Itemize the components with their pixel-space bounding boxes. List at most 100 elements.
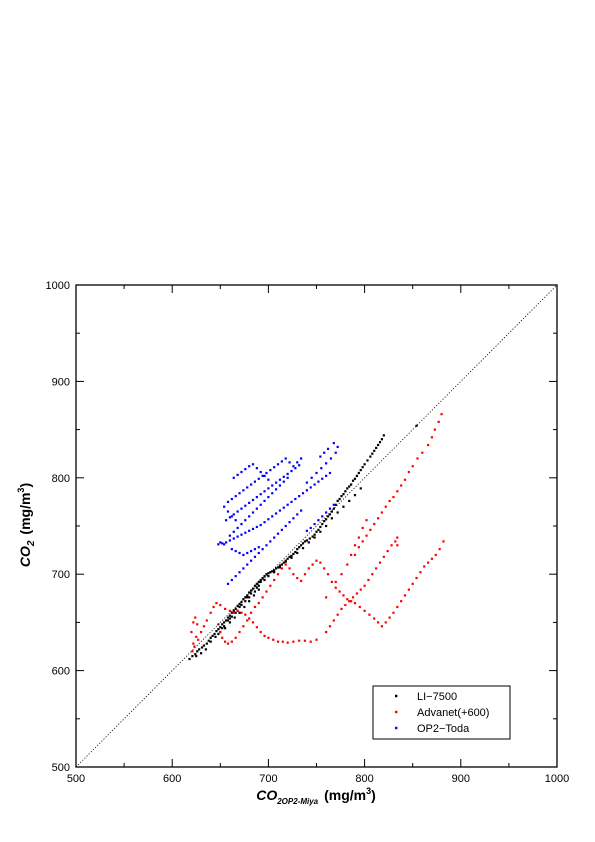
data-point — [196, 623, 199, 626]
data-point — [195, 635, 198, 638]
data-point — [326, 515, 330, 518]
data-point — [228, 621, 232, 624]
data-point — [232, 476, 235, 479]
data-point — [416, 457, 419, 460]
data-point — [214, 635, 217, 638]
data-point — [396, 490, 399, 493]
data-point — [303, 639, 307, 642]
data-point — [303, 540, 307, 543]
data-point — [257, 546, 260, 549]
data-point — [209, 611, 212, 614]
data-point — [238, 571, 241, 574]
data-point — [223, 543, 226, 546]
data-point — [209, 640, 212, 643]
data-point — [407, 470, 410, 474]
y-tick-label: 900 — [52, 376, 70, 388]
data-point — [336, 445, 339, 449]
data-point — [386, 549, 389, 553]
data-point — [292, 517, 295, 520]
data-point — [376, 621, 380, 624]
data-point — [273, 578, 276, 582]
data-point — [242, 598, 245, 601]
data-point — [307, 567, 310, 570]
data-point — [426, 561, 430, 564]
legend-label: LI−7500 — [417, 691, 457, 703]
data-point — [298, 639, 301, 642]
data-point — [246, 551, 249, 555]
data-point — [205, 642, 208, 645]
data-point — [308, 537, 311, 540]
data-point — [267, 495, 270, 499]
data-point — [248, 529, 251, 532]
data-point — [361, 466, 364, 469]
data-point — [313, 522, 316, 526]
data-point — [200, 646, 204, 649]
data-point — [230, 548, 233, 551]
data-point — [261, 548, 264, 551]
data-point — [348, 499, 351, 503]
data-point — [284, 524, 287, 528]
data-point — [197, 638, 200, 641]
data-point — [217, 632, 220, 636]
data-point — [394, 540, 397, 543]
data-point — [325, 511, 328, 514]
y-axis-label-close: ) — [17, 483, 33, 488]
data-point — [278, 484, 282, 487]
data-point — [311, 535, 314, 538]
data-point — [261, 474, 264, 477]
data-point — [396, 544, 399, 547]
data-point — [369, 455, 372, 458]
data-point — [188, 657, 191, 661]
one-to-one-reference-line — [75, 284, 558, 768]
data-point — [251, 527, 255, 530]
data-point — [230, 578, 233, 582]
data-point — [286, 557, 289, 560]
data-point — [191, 655, 194, 658]
data-point — [282, 561, 285, 564]
data-point — [320, 467, 323, 470]
data-point — [309, 486, 312, 489]
data-point — [255, 525, 258, 529]
legend-label: Advanet(+600) — [417, 707, 489, 719]
data-point — [421, 451, 424, 454]
data-point — [255, 586, 258, 589]
data-point — [371, 573, 374, 576]
data-point — [298, 464, 301, 467]
data-point — [267, 487, 270, 490]
data-point — [272, 638, 275, 641]
data-point — [388, 499, 391, 503]
data-point — [240, 507, 243, 510]
x-axis-label: CO2OP2-Miya (mg/m3) — [256, 786, 376, 806]
data-point — [288, 567, 291, 570]
data-point — [238, 605, 241, 609]
data-point — [252, 594, 256, 597]
data-point — [326, 447, 330, 450]
data-point — [248, 501, 251, 504]
data-point — [437, 420, 440, 423]
data-point — [253, 584, 257, 587]
data-point — [236, 609, 239, 612]
data-point — [369, 528, 372, 531]
data-point — [238, 602, 241, 606]
data-point — [353, 553, 357, 557]
data-point — [296, 461, 299, 464]
data-point — [332, 507, 335, 510]
data-point — [246, 486, 249, 489]
data-point — [204, 648, 207, 651]
data-point — [244, 596, 247, 599]
data-point — [355, 592, 358, 595]
data-point — [340, 495, 343, 498]
data-point — [236, 526, 239, 530]
data-point — [228, 614, 232, 617]
data-point — [219, 630, 222, 634]
data-point — [357, 546, 360, 549]
data-point — [353, 544, 357, 547]
data-point — [373, 449, 376, 452]
data-point — [219, 626, 222, 629]
data-point — [265, 590, 268, 593]
data-point — [221, 542, 224, 545]
series-1 — [190, 413, 445, 653]
data-point — [244, 600, 247, 603]
data-point — [305, 489, 308, 492]
data-point — [248, 617, 251, 620]
